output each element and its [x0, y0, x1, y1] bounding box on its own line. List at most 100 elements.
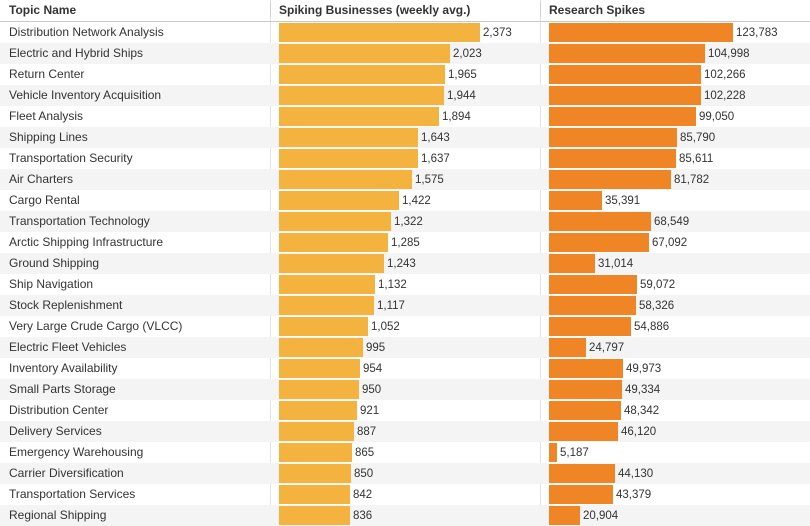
- research-spikes-bar: [549, 191, 602, 210]
- spiking-businesses-value: 921: [360, 405, 380, 417]
- header-spiking-businesses[interactable]: Spiking Businesses (weekly avg.): [279, 3, 471, 17]
- table-row[interactable]: Fleet Analysis 1,894 99,050: [0, 106, 810, 127]
- table-header: Topic Name Spiking Businesses (weekly av…: [0, 0, 810, 22]
- table-row[interactable]: Ground Shipping 1,243 31,014: [0, 253, 810, 274]
- research-spikes-bar: [549, 23, 733, 42]
- spiking-businesses-value: 1,637: [421, 153, 450, 165]
- table-row[interactable]: Small Parts Storage 950 49,334: [0, 379, 810, 400]
- topic-name: Air Charters: [9, 172, 74, 186]
- research-spikes-value: 49,973: [626, 363, 662, 375]
- research-spikes-value: 58,326: [639, 300, 675, 312]
- spiking-businesses-bar: [279, 422, 354, 441]
- spiking-businesses-value: 950: [362, 384, 382, 396]
- spiking-businesses-bar: [279, 359, 360, 378]
- topic-name: Arctic Shipping Infrastructure: [9, 235, 164, 249]
- research-spikes-value: 43,379: [616, 489, 652, 501]
- spiking-businesses-bar: [279, 506, 350, 525]
- header-topic-name[interactable]: Topic Name: [9, 3, 77, 17]
- spiking-businesses-value: 1,243: [387, 258, 416, 270]
- table-row[interactable]: Ship Navigation 1,132 59,072: [0, 274, 810, 295]
- table-row[interactable]: Shipping Lines 1,643 85,790: [0, 127, 810, 148]
- topic-name: Regional Shipping: [9, 508, 107, 522]
- spiking-businesses-value: 1,643: [421, 132, 450, 144]
- spiking-businesses-bar: [279, 254, 384, 273]
- topic-name: Distribution Center: [9, 403, 109, 417]
- table-row[interactable]: Distribution Network Analysis 2,373 123,78…: [0, 22, 810, 43]
- table-row[interactable]: Cargo Rental 1,422 35,391: [0, 190, 810, 211]
- table-row[interactable]: Very Large Crude Cargo (VLCC) 1,052 54,886: [0, 316, 810, 337]
- research-spikes-bar: [549, 317, 631, 336]
- spiking-businesses-value: 865: [355, 447, 375, 459]
- table-row[interactable]: Regional Shipping 836 20,904: [0, 505, 810, 526]
- research-spikes-bar: [549, 380, 622, 399]
- spiking-businesses-bar: [279, 128, 418, 147]
- table-row[interactable]: Return Center 1,965 102,266: [0, 64, 810, 85]
- topic-name: Delivery Services: [9, 424, 102, 438]
- table-row[interactable]: Carrier Diversification 850 44,130: [0, 463, 810, 484]
- topic-name: Carrier Diversification: [9, 466, 124, 480]
- research-spikes-value: 24,797: [589, 342, 625, 354]
- spiking-businesses-value: 1,052: [371, 321, 400, 333]
- research-spikes-bar: [549, 506, 580, 525]
- table-row[interactable]: Arctic Shipping Infrastructure 1,285 67,09…: [0, 232, 810, 253]
- topic-name: Stock Replenishment: [9, 298, 123, 312]
- table-row[interactable]: Delivery Services 887 46,120: [0, 421, 810, 442]
- spiking-businesses-value: 1,117: [377, 300, 405, 312]
- spiking-businesses-value: 1,422: [402, 195, 431, 207]
- spiking-businesses-bar: [279, 149, 418, 168]
- research-spikes-value: 5,187: [560, 447, 589, 459]
- topic-name: Inventory Availability: [9, 361, 118, 375]
- table-row[interactable]: Electric and Hybrid Ships 2,023 104,998: [0, 43, 810, 64]
- research-spikes-bar: [549, 128, 677, 147]
- research-spikes-bar: [549, 464, 615, 483]
- table-row[interactable]: Air Charters 1,575 81,782: [0, 169, 810, 190]
- research-spikes-value: 44,130: [618, 468, 654, 480]
- table-row[interactable]: Transportation Security 1,637 85,611: [0, 148, 810, 169]
- research-spikes-value: 102,266: [704, 69, 746, 81]
- table-row[interactable]: Vehicle Inventory Acquisition 1,944 102,22…: [0, 85, 810, 106]
- research-spikes-value: 102,228: [704, 90, 746, 102]
- spiking-businesses-bar: [279, 107, 439, 126]
- spiking-businesses-value: 954: [363, 363, 383, 375]
- topic-name: Shipping Lines: [9, 130, 88, 144]
- research-spikes-bar: [549, 275, 637, 294]
- spiking-businesses-value: 1,575: [415, 174, 444, 186]
- research-spikes-bar: [549, 65, 701, 84]
- spiking-businesses-bar: [279, 296, 374, 315]
- header-research-spikes[interactable]: Research Spikes: [549, 3, 646, 17]
- spiking-businesses-bar: [279, 65, 445, 84]
- table-row[interactable]: Inventory Availability 954 49,973: [0, 358, 810, 379]
- research-spikes-value: 85,790: [680, 132, 716, 144]
- table-row[interactable]: Distribution Center 921 48,342: [0, 400, 810, 421]
- spiking-businesses-bar: [279, 443, 352, 462]
- topic-name: Distribution Network Analysis: [9, 25, 164, 39]
- table-row[interactable]: Transportation Services 842 43,379: [0, 484, 810, 505]
- research-spikes-value: 31,014: [598, 258, 634, 270]
- research-spikes-bar: [549, 44, 705, 63]
- table-row[interactable]: Emergency Warehousing 865 5,187: [0, 442, 810, 463]
- topic-name: Fleet Analysis: [9, 109, 84, 123]
- spiking-businesses-bar: [279, 464, 351, 483]
- spiking-businesses-bar: [279, 170, 412, 189]
- spiking-businesses-bar: [279, 44, 450, 63]
- research-spikes-bar: [549, 149, 676, 168]
- spiking-businesses-value: 1,285: [391, 237, 420, 249]
- research-spikes-value: 59,072: [640, 279, 676, 291]
- topic-name: Very Large Crude Cargo (VLCC): [9, 319, 183, 333]
- research-spikes-value: 20,904: [583, 510, 619, 522]
- table-row[interactable]: Electric Fleet Vehicles 995 24,797: [0, 337, 810, 358]
- research-spikes-value: 67,092: [652, 237, 688, 249]
- research-spikes-bar: [549, 401, 621, 420]
- table-row[interactable]: Stock Replenishment 1,117 58,326: [0, 295, 810, 316]
- research-spikes-bar: [549, 254, 595, 273]
- spiking-businesses-value: 1,322: [394, 216, 423, 228]
- topic-name: Ship Navigation: [9, 277, 94, 291]
- table-row[interactable]: Transportation Technology 1,322 68,549: [0, 211, 810, 232]
- research-spikes-bar: [549, 338, 586, 357]
- research-spikes-bar: [549, 86, 701, 105]
- spiking-businesses-value: 995: [366, 342, 386, 354]
- spiking-businesses-value: 887: [357, 426, 377, 438]
- spiking-businesses-bar: [279, 401, 357, 420]
- spiking-businesses-value: 1,944: [447, 90, 476, 102]
